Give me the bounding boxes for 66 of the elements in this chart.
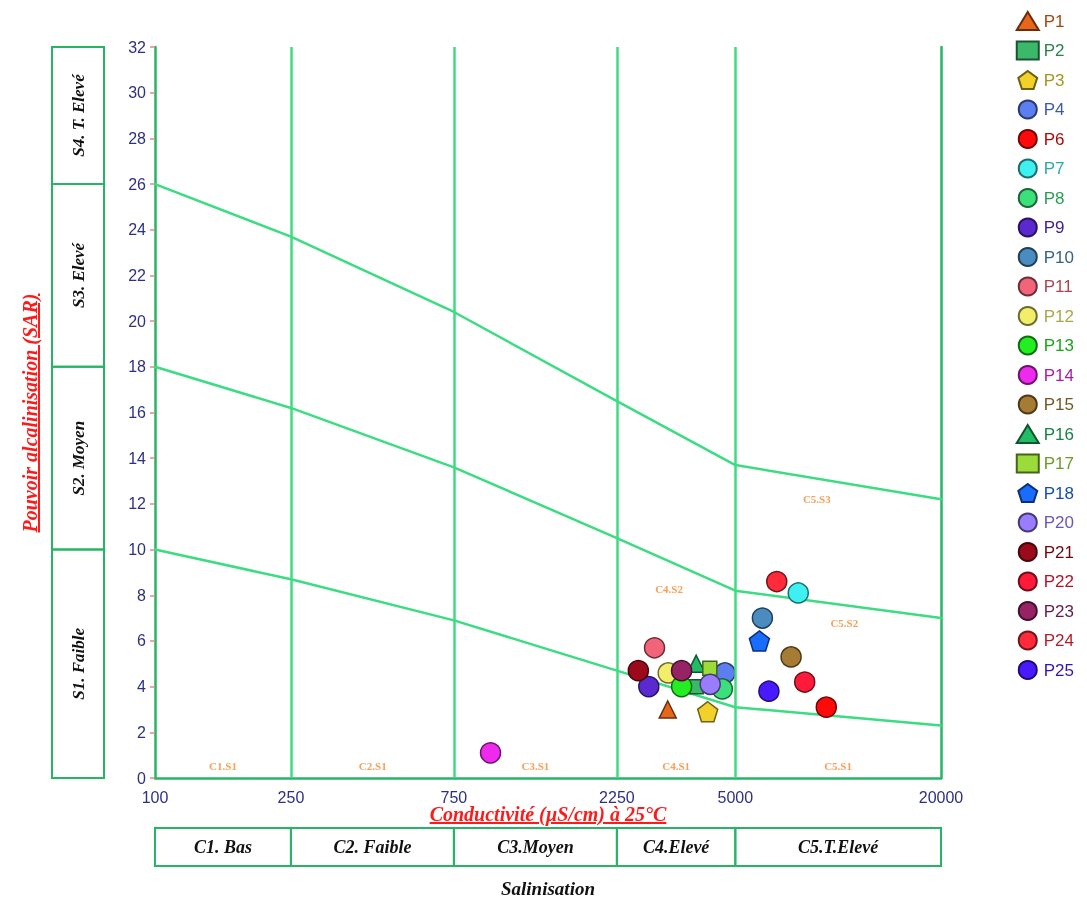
y-tick-label: 22 xyxy=(128,266,147,284)
annotation: C3.S1 xyxy=(521,760,550,773)
y-tick-label: 24 xyxy=(128,221,147,239)
text: C1. Bas xyxy=(193,837,252,857)
legend-label: P11 xyxy=(1043,277,1073,296)
annotation: C1.S1 xyxy=(209,760,237,773)
legend-label: P23 xyxy=(1043,601,1074,621)
y-tick-label: 14 xyxy=(128,449,147,467)
legend-label: P18 xyxy=(1043,483,1074,503)
text: S2. Moyen xyxy=(68,420,88,496)
legend-label: P17 xyxy=(1043,454,1074,473)
y-tick-label: 32 xyxy=(128,38,147,56)
annotation: C4.S1 xyxy=(662,760,691,773)
legend-label: P12 xyxy=(1043,306,1074,326)
legend-label: P2 xyxy=(1043,41,1065,60)
legend-label: P16 xyxy=(1043,424,1074,444)
text: C3.Moyen xyxy=(497,837,574,857)
y-tick-label: 30 xyxy=(128,84,147,102)
legend-label: P14 xyxy=(1043,365,1074,385)
y-tick-label: 6 xyxy=(137,632,147,650)
legend-label: P6 xyxy=(1043,129,1065,149)
annotation: C5.S3 xyxy=(802,493,832,506)
y-tick-label: 8 xyxy=(137,586,147,604)
legend-label: P21 xyxy=(1043,542,1074,562)
legend-label: P7 xyxy=(1043,159,1065,178)
x-axis-title: Conductivité (µS/cm) à 25°C xyxy=(429,803,667,826)
y-tick-label: 20 xyxy=(128,312,147,330)
legend-label: P15 xyxy=(1043,395,1074,414)
y-axis-title: Pouvoir alcalinisation (SAR) xyxy=(18,293,42,532)
text: C2. Faible xyxy=(333,837,412,857)
legend-label: P13 xyxy=(1043,336,1074,355)
y-tick-label: 16 xyxy=(128,404,147,421)
legend-label: P25 xyxy=(1043,660,1074,680)
legend-label: P9 xyxy=(1043,218,1065,237)
y-tick-label: 26 xyxy=(128,175,147,193)
x-tick-label: 5000 xyxy=(717,788,754,806)
legend-label: P22 xyxy=(1043,572,1074,591)
text: S4. T. Elevé xyxy=(68,72,88,157)
y-tick-label: 2 xyxy=(137,723,147,741)
x-tick-label: 100 xyxy=(141,788,169,806)
y-tick-label: 28 xyxy=(128,129,147,147)
legend-label: P24 xyxy=(1043,631,1074,650)
y-tick-label: 18 xyxy=(128,358,147,376)
legend-label: P1 xyxy=(1043,11,1065,31)
legend-label: P20 xyxy=(1043,513,1074,532)
x-tick-label: 2250 xyxy=(599,788,635,806)
annotation: C2.S1 xyxy=(358,760,387,773)
text: Salinisation xyxy=(501,877,595,899)
x-tick-label: 250 xyxy=(277,788,305,806)
legend-label: P8 xyxy=(1043,188,1065,208)
text: S1. Faible xyxy=(68,627,88,700)
legend-label: P3 xyxy=(1043,70,1065,90)
y-tick-label: 0 xyxy=(137,769,147,787)
y-tick-label: 4 xyxy=(137,678,147,696)
text: C4.Elevé xyxy=(642,837,711,857)
x-tick-label: 750 xyxy=(440,788,468,806)
y-tick-label: 12 xyxy=(128,495,147,513)
annotation: C5.S1 xyxy=(824,760,852,773)
annotation: C5.S2 xyxy=(830,617,859,630)
annotation: C4.S2 xyxy=(655,582,684,595)
text: S3. Elevé xyxy=(68,241,88,309)
legend-label: P10 xyxy=(1043,247,1074,267)
legend-label: P4 xyxy=(1043,100,1065,119)
y-tick-label: 10 xyxy=(128,541,147,559)
text: C5.T.Elevé xyxy=(798,837,880,857)
x-tick-label: 20000 xyxy=(918,788,964,806)
